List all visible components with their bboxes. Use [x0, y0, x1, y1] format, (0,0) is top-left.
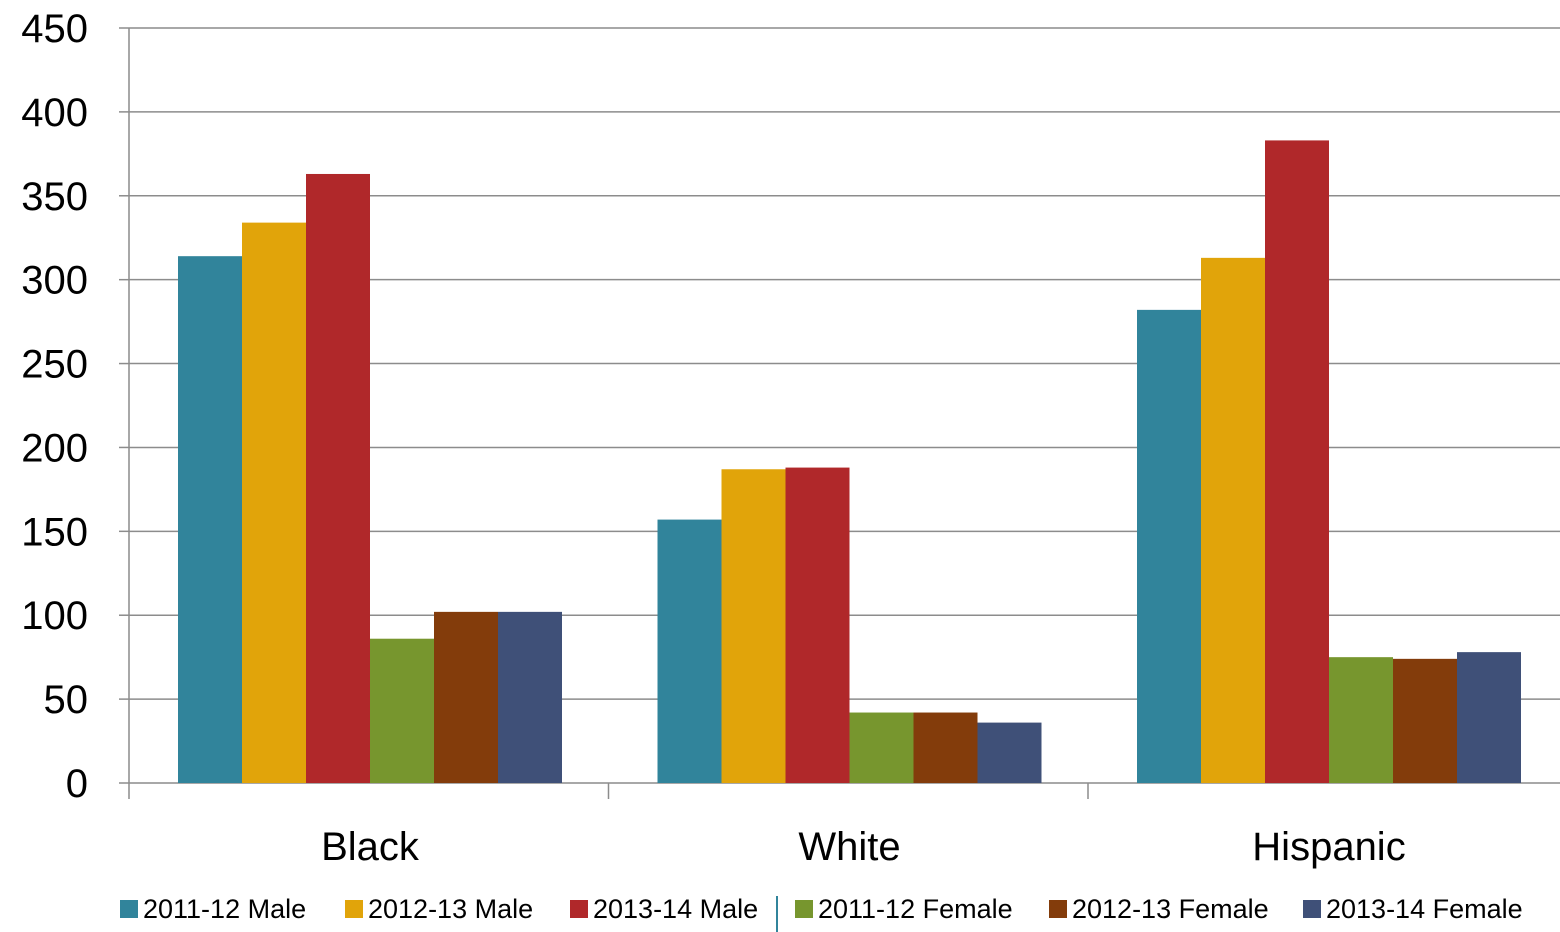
bar-hispanic-series-2: [1201, 257, 1265, 783]
bar-hispanic-series-6: [1457, 652, 1521, 783]
y-tick-label: 150: [21, 510, 88, 554]
bar-white-series-1: [657, 519, 722, 783]
bar-hispanic-series-5: [1393, 658, 1457, 783]
legend-swatch: [795, 900, 813, 918]
bar-hispanic-series-4: [1329, 657, 1393, 783]
y-tick-label: 50: [44, 678, 89, 722]
y-tick-label: 0: [66, 762, 88, 806]
bar-black-series-4: [370, 638, 434, 783]
y-tick-label: 300: [21, 259, 88, 303]
bar-white-series-3: [785, 467, 850, 783]
bar-hispanic-series-1: [1137, 309, 1201, 783]
category-labels: Black White Hispanic: [321, 825, 1406, 869]
bar-white-series-2: [721, 469, 786, 783]
y-tick-label: 100: [21, 594, 88, 638]
legend-label: 2011-12 Female: [818, 894, 1013, 924]
y-tick-label: 400: [21, 91, 88, 135]
legend-label: 2011-12 Male: [143, 894, 306, 924]
legend: 2011-12 Male 2012-13 Male 2013-14 Male 2011…: [120, 894, 1523, 932]
y-tick-label: 250: [21, 343, 88, 387]
bar-hispanic-series-3: [1265, 140, 1329, 783]
y-tick-label: 350: [21, 175, 88, 219]
bar-white-series-6: [977, 722, 1042, 783]
category-label: Black: [321, 825, 420, 869]
legend-label: 2012-13 Female: [1072, 894, 1269, 924]
y-tick-label: 450: [21, 7, 88, 51]
bar-white-series-5: [913, 712, 978, 783]
bar-white-series-4: [849, 712, 914, 783]
legend-label: 2013-14 Female: [1326, 894, 1523, 924]
category-label: White: [798, 825, 900, 869]
bar-black-series-2: [242, 222, 306, 784]
bars: [178, 140, 1521, 784]
legend-swatch: [345, 900, 363, 918]
bar-black-series-3: [306, 173, 370, 783]
y-tick-labels: 0 50 100 150 200 250 300 350 400 450: [21, 7, 88, 806]
legend-label: 2013-14 Male: [593, 894, 758, 924]
bar-black-series-6: [498, 611, 562, 783]
bar-black-series-5: [434, 611, 498, 783]
legend-swatch: [570, 900, 588, 918]
legend-swatch: [1303, 900, 1321, 918]
legend-swatch: [120, 900, 138, 918]
legend-label: 2012-13 Male: [368, 894, 533, 924]
bar-black-series-1: [178, 256, 242, 784]
legend-swatch: [1049, 900, 1067, 918]
y-tick-label: 200: [21, 426, 88, 470]
category-label: Hispanic: [1252, 825, 1405, 869]
